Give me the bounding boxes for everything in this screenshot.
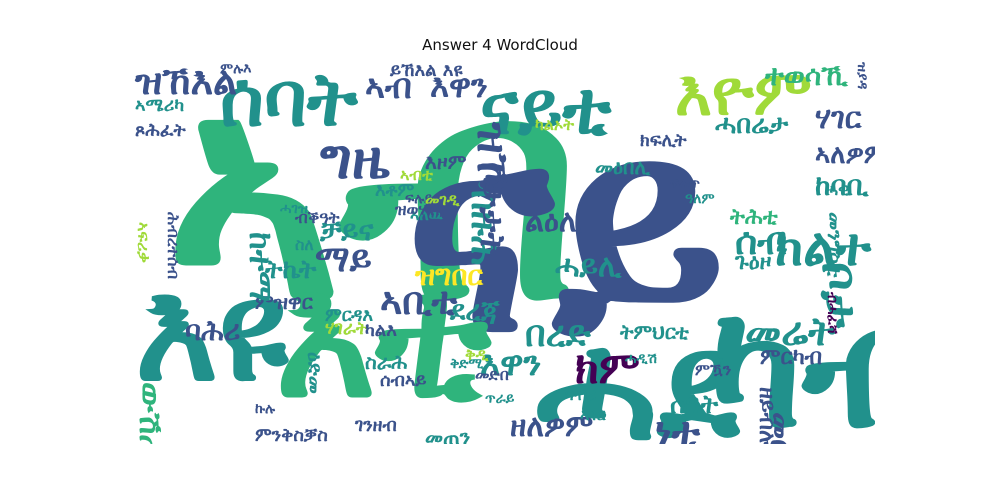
cloud-word: ሓዲሽ bbox=[625, 351, 657, 367]
cloud-word: ኣብ bbox=[165, 62, 579, 366]
cloud-word: ኣፍሪቃ bbox=[134, 222, 153, 264]
cloud-word: እዞም bbox=[425, 150, 467, 174]
cloud-word: ትኬት bbox=[265, 255, 317, 285]
cloud-word: ቻይና bbox=[320, 214, 374, 247]
cloud-word: ሰብኣይ bbox=[380, 370, 427, 391]
cloud-word: ካልእ bbox=[365, 320, 397, 341]
cloud-word: ዝወሃብ bbox=[395, 200, 440, 219]
cloud-word: ጉዕዞ bbox=[735, 250, 772, 275]
cloud-word: ዝያዳ bbox=[854, 62, 870, 90]
cloud-word: ሰባት bbox=[220, 62, 358, 143]
cloud-word: ሰብ bbox=[735, 219, 788, 263]
cloud-word: ኣገር bbox=[580, 405, 606, 424]
cloud-word: ሓደ bbox=[535, 300, 740, 444]
cloud-word: ኣቢቲ bbox=[380, 279, 458, 323]
cloud-word: ፍሉጥ bbox=[670, 176, 700, 192]
cloud-word: እዋን bbox=[430, 67, 488, 105]
cloud-word: ምዝዋር bbox=[255, 290, 313, 314]
cloud-word: ማይ bbox=[315, 239, 372, 280]
cloud-word: መሬት bbox=[745, 309, 836, 355]
cloud-word: እዋን bbox=[480, 344, 542, 384]
cloud-word: ሃገር bbox=[815, 101, 862, 136]
cloud-word: ሓይሊ bbox=[555, 249, 622, 284]
cloud-word: ሓዊ bbox=[825, 180, 850, 199]
cloud-word: ኣለዎም bbox=[815, 140, 875, 170]
cloud-word: ሃገራት bbox=[325, 318, 368, 339]
cloud-word: ሕብረተሰብ bbox=[164, 212, 183, 280]
cloud-word: ባሕሪ bbox=[185, 314, 241, 347]
cloud-word: ቅድሚ bbox=[450, 356, 484, 372]
cloud-word: ምሉእ bbox=[220, 62, 252, 77]
cloud-word: ክልተ bbox=[775, 218, 872, 278]
cloud-word: ምዃን bbox=[695, 360, 732, 379]
cloud-word: ዝኸእል bbox=[135, 62, 238, 103]
cloud-word: ከባቢ bbox=[815, 169, 869, 202]
cloud-word: ትምህርቲ bbox=[620, 320, 689, 344]
cloud-word: ጥራይ bbox=[485, 391, 515, 407]
cloud-word: ናይቲ bbox=[480, 66, 612, 150]
cloud-word: ቅዲ bbox=[465, 345, 489, 364]
cloud-word: ፍሉይ bbox=[405, 191, 433, 207]
cloud-word: ካብ bbox=[710, 268, 875, 444]
cloud-word: ኣሜሪካ bbox=[135, 95, 185, 116]
cloud-word: ናይ bbox=[405, 69, 726, 395]
cloud-word: ዘይብሎም bbox=[754, 387, 779, 444]
cloud-word: መገዲ bbox=[425, 190, 460, 209]
cloud-word: ዝግበር bbox=[415, 259, 483, 292]
cloud-word: ምንቅስቓስ bbox=[255, 425, 328, 445]
cloud-word: ደረጃ bbox=[450, 294, 500, 327]
cloud-word: በረድ bbox=[525, 314, 591, 355]
cloud-word: ገንዘብ bbox=[355, 415, 397, 436]
cloud-word: ሓበሬታ bbox=[715, 110, 789, 140]
cloud-word: ኩሉ bbox=[255, 401, 276, 417]
cloud-word: ካልኦት bbox=[535, 115, 575, 134]
cloud-word: እዮም bbox=[675, 62, 812, 129]
cloud-word: ብሓፈሻ bbox=[824, 292, 840, 334]
cloud-word: ዓለም bbox=[685, 191, 715, 207]
cloud-word: ግዜ bbox=[320, 127, 390, 191]
cloud-word: ኣብቲ bbox=[400, 165, 433, 184]
cloud-word: ቦታታት bbox=[472, 162, 512, 256]
cloud-word: ተወሳኺ bbox=[765, 62, 848, 92]
cloud-word: መድበ bbox=[475, 365, 509, 384]
cloud-word: እቲ bbox=[275, 238, 491, 436]
cloud-word: መጠን bbox=[425, 425, 471, 444]
cloud-word: ልዕሊ bbox=[525, 204, 583, 239]
cloud-word: ስለ bbox=[295, 235, 314, 254]
cloud-word: ብቕዓት bbox=[295, 208, 340, 227]
cloud-word: ሓገዝ bbox=[280, 201, 308, 217]
cloud-word: ኣለዉ bbox=[410, 205, 443, 224]
cloud-word: ግብሪ bbox=[565, 385, 597, 404]
cloud-word: ይኸእል እዩ bbox=[390, 62, 463, 81]
cloud-word: ትሕቲ bbox=[730, 205, 778, 230]
cloud-word: ክፍሊት bbox=[640, 130, 687, 151]
cloud-word: ኣብ bbox=[365, 67, 412, 107]
word-cloud: ኣብ ናይ እዩ እቲ ሓደ ካብ ሰባት ዝኸእል ኣብ እዋን ናይቲ እዮም ተወሳኺ ሃገር ሓበሬ… bbox=[125, 62, 875, 444]
cloud-word: ነቲ bbox=[655, 408, 701, 445]
cloud-word: እዩ bbox=[135, 250, 289, 413]
cloud-word: ዕድመ bbox=[303, 352, 327, 394]
cloud-word: ክም bbox=[575, 343, 640, 394]
cloud-word: መዕበሊ bbox=[595, 155, 650, 179]
cloud-word: ምርካብ bbox=[760, 345, 823, 370]
cloud-word: ውሽጢ bbox=[132, 382, 170, 444]
cloud-word: ሰዓት bbox=[670, 390, 719, 420]
cloud-word: ከተማ bbox=[242, 232, 280, 303]
cloud-word: ስራሕ bbox=[365, 350, 408, 374]
cloud-word: ምርዳእ bbox=[325, 305, 374, 326]
cloud-word: ዘለዎም bbox=[510, 409, 594, 444]
chart-title: Answer 4 WordCloud bbox=[422, 36, 578, 54]
cloud-word: እቶም bbox=[375, 180, 415, 201]
cloud-word: ጾሕፈት bbox=[135, 120, 186, 141]
